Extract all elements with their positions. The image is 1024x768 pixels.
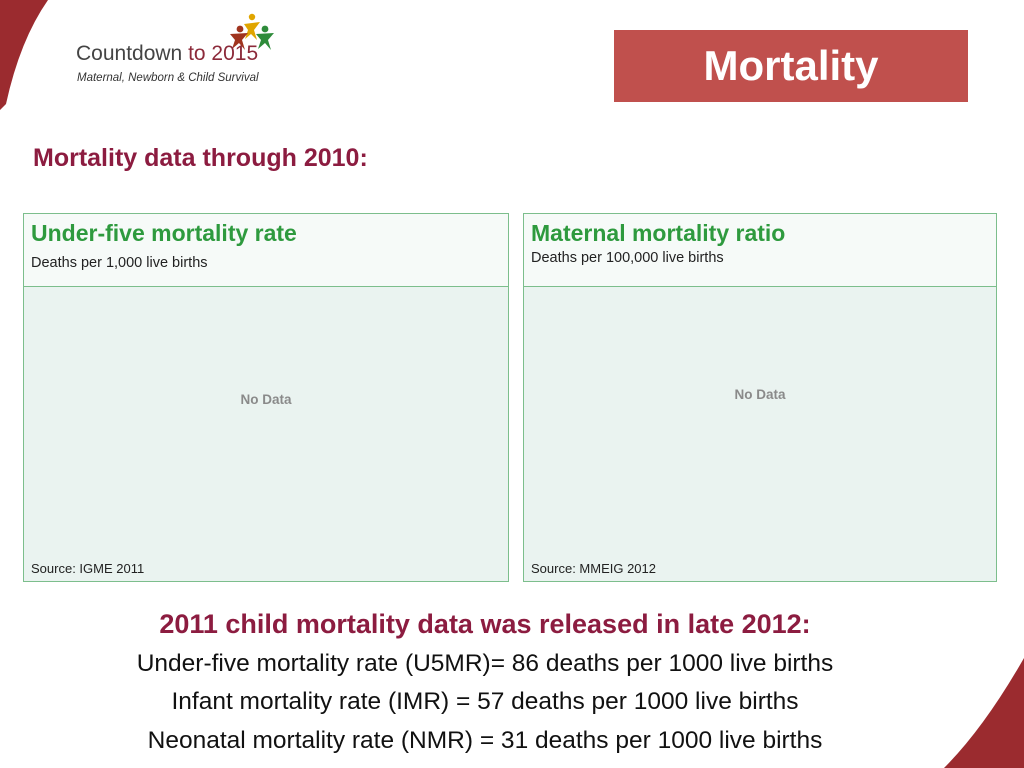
imr-statement: Infant mortality rate (IMR) = 57 deaths … <box>171 688 799 715</box>
corner-swoosh-bottom-right <box>944 658 1024 768</box>
panel-source: Source: IGME 2011 <box>31 561 145 576</box>
no-data-label: No Data <box>734 387 786 402</box>
no-data-label: No Data <box>240 392 292 407</box>
corner-swoosh-top-left <box>0 0 48 110</box>
panel-header: Maternal mortality ratio Deaths per 100,… <box>524 214 996 287</box>
logo-wordmark-prefix: Countdown <box>76 42 189 65</box>
panel-header: Under-five mortality rate Deaths per 1,0… <box>24 214 508 287</box>
countdown-logo: Countdown to 2015 Maternal, Newborn & Ch… <box>76 12 316 92</box>
slide-title: Mortality <box>614 30 968 102</box>
children-figures-icon <box>230 13 274 50</box>
maternal-mortality-panel: Maternal mortality ratio Deaths per 100,… <box>523 213 997 582</box>
panel-unit: Deaths per 100,000 live births <box>531 250 724 266</box>
panel-unit: Deaths per 1,000 live births <box>31 255 208 271</box>
nmr-statement: Neonatal mortality rate (NMR) = 31 death… <box>147 727 823 754</box>
release-heading: 2011 child mortality data was released i… <box>159 609 811 639</box>
logo-wordmark-accent: to 2015 <box>188 42 259 65</box>
logo-tagline: Maternal, Newborn & Child Survival <box>77 72 259 84</box>
logo-wordmark: Countdown to 2015 <box>76 42 258 66</box>
u5mr-statement: Under-five mortality rate (U5MR)= 86 dea… <box>136 650 834 677</box>
section-subtitle: Mortality data through 2010: <box>33 144 368 172</box>
panel-source: Source: MMEIG 2012 <box>531 561 656 576</box>
panel-title: Under-five mortality rate <box>31 220 297 246</box>
under-five-mortality-panel: Under-five mortality rate Deaths per 1,0… <box>23 213 509 582</box>
panel-title: Maternal mortality ratio <box>531 220 786 246</box>
